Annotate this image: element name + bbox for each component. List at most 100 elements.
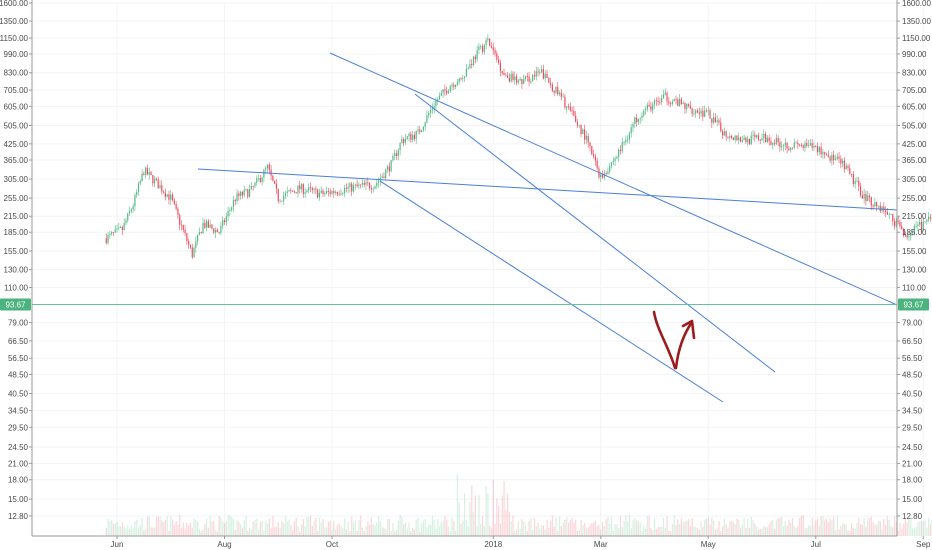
candle-body (107, 234, 109, 243)
candle-body (600, 174, 602, 178)
candle-body (214, 229, 217, 233)
volume-bar (116, 521, 118, 536)
candle-body (720, 122, 722, 132)
volume-bar (523, 521, 525, 536)
candle-body (216, 229, 218, 233)
candle-body (453, 84, 455, 87)
volume-bar (164, 519, 167, 536)
candle-body (471, 63, 473, 65)
candle-body (116, 228, 118, 230)
volume-bar (202, 529, 204, 536)
candle-body (797, 142, 799, 145)
volume-bar (707, 516, 709, 536)
volume-bar (114, 523, 116, 536)
candle-body (673, 99, 675, 102)
candle-body (589, 142, 591, 147)
volume-bar (145, 529, 147, 536)
volume-bar (446, 519, 448, 536)
candle-body (349, 183, 351, 187)
candle-body (290, 190, 292, 192)
candle-body (162, 191, 165, 193)
candle-body (218, 232, 220, 234)
volume-bar (831, 520, 833, 536)
volume-bar (673, 515, 675, 536)
candle-body (343, 187, 346, 194)
candle-body (334, 191, 337, 193)
volume-bar (191, 527, 193, 536)
candle-body (711, 118, 713, 123)
volume-bar (623, 520, 625, 536)
volume-bar (888, 520, 890, 536)
candle-body (420, 130, 423, 133)
candle-body (863, 193, 865, 199)
x-tick-label: Jun (111, 540, 124, 549)
volume-bar (845, 523, 847, 536)
y-tick-label-right: 185.00 (902, 228, 927, 237)
volume-bar (899, 523, 901, 536)
volume-bar (800, 515, 803, 536)
volume-bar (245, 516, 247, 536)
candle-body (537, 71, 539, 73)
candle-body (614, 158, 616, 161)
y-tick-label-left: 1600.00 (0, 0, 29, 8)
candle-body (609, 166, 611, 172)
candle-body (123, 223, 125, 231)
candle-body (247, 189, 249, 197)
candle-body (211, 224, 213, 229)
candle-body (831, 154, 833, 161)
volume-bar (532, 529, 534, 536)
volume-bar (659, 527, 661, 536)
volume-bar (797, 525, 799, 536)
volume-bar (854, 528, 856, 536)
volume-bar (761, 528, 763, 536)
volume-bar (705, 518, 708, 536)
volume-bar (521, 519, 523, 536)
candle-body (632, 124, 634, 128)
volume-bar (874, 524, 876, 536)
volume-bar (494, 523, 496, 536)
candle-body (564, 96, 566, 108)
candle-body (698, 112, 700, 114)
volume-bar (603, 526, 606, 536)
last-price-label-left: 93.67 (5, 301, 26, 310)
candle-body (381, 176, 383, 179)
volume-bar (827, 522, 829, 536)
candle-body (134, 195, 136, 207)
candle-body (627, 139, 629, 141)
volume-bar (462, 520, 464, 536)
y-tick-label-right: 505.00 (902, 122, 927, 131)
candle-body (311, 188, 313, 190)
volume-bar (188, 525, 190, 536)
candle-body (207, 221, 209, 228)
candle-body (929, 216, 932, 219)
volume-bar (641, 531, 643, 536)
candle-body (451, 84, 453, 87)
candle-body (146, 167, 149, 175)
volume-bar (279, 527, 281, 536)
candle-body (489, 38, 491, 46)
volume-bar (662, 517, 665, 536)
candle-body (535, 71, 537, 77)
candle-body (478, 46, 480, 50)
volume-bar (152, 527, 154, 536)
volume-bar (786, 525, 788, 536)
candle-body (227, 211, 229, 217)
candle-body (326, 190, 328, 194)
candle-body (768, 137, 770, 142)
candle-body (494, 50, 496, 54)
y-tick-label-right: 21.00 (902, 459, 923, 468)
trendline (329, 52, 898, 306)
candle-body (483, 44, 485, 52)
y-tick-label-right: 705.00 (902, 86, 927, 95)
candle-body (836, 156, 838, 160)
volume-bar (745, 528, 747, 536)
volume-bar (897, 530, 899, 536)
candle-body (859, 185, 862, 196)
volume-bar (119, 526, 122, 536)
volume-bar (650, 528, 652, 536)
volume-bar (614, 524, 616, 536)
volume-bar (895, 522, 898, 536)
volume-bar (467, 526, 469, 536)
candle-body (474, 56, 476, 60)
x-tick-label: Aug (217, 540, 231, 549)
